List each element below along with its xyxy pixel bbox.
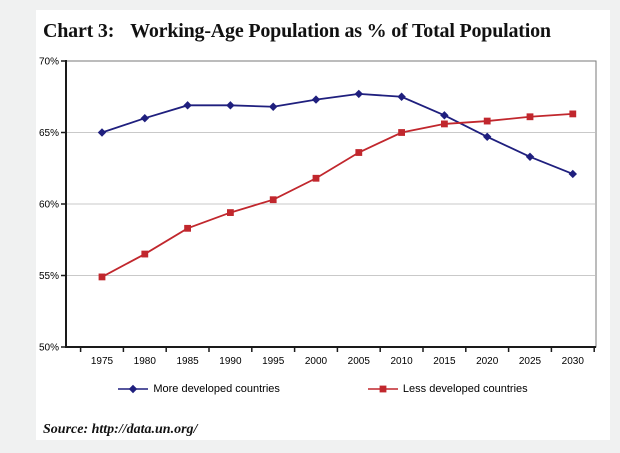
- chart-number-label: Chart 3:: [43, 20, 115, 42]
- legend-label: Less developed countries: [402, 383, 528, 395]
- gridlines: [67, 132, 595, 276]
- svg-text:2010: 2010: [390, 356, 413, 367]
- svg-text:70%: 70%: [39, 57, 59, 68]
- legend-item-less-developed: Less developed countries: [367, 383, 528, 395]
- x-axis-labels: 1975 1980 1985 1990 1995 2000 2005 2010 2015 2020…: [79, 348, 595, 367]
- svg-text:60%: 60%: [39, 200, 59, 211]
- line-square-marker-icon: [367, 385, 398, 393]
- svg-text:65%: 65%: [39, 128, 59, 139]
- chart-legend: More developed countries Less developed …: [36, 383, 610, 395]
- series-less-developed: [98, 110, 577, 281]
- axes: [65, 60, 596, 348]
- svg-text:2025: 2025: [519, 356, 542, 367]
- source-note: Source: http://data.un.org/: [43, 422, 198, 437]
- svg-text:2005: 2005: [348, 356, 371, 367]
- chart-title-text: Working-Age Population as % of Total Pop…: [130, 20, 551, 42]
- svg-text:2030: 2030: [562, 356, 585, 367]
- svg-text:2020: 2020: [476, 356, 499, 367]
- line-diamond-marker-icon: [118, 384, 149, 394]
- y-axis-labels: 50% 55% 60% 65% 70%: [39, 57, 65, 354]
- svg-text:1985: 1985: [176, 356, 199, 367]
- svg-text:1990: 1990: [219, 356, 242, 367]
- chart-card: Chart 3: Working-Age Population as % of T…: [36, 10, 610, 440]
- svg-text:1975: 1975: [91, 356, 114, 367]
- legend-label: More developed countries: [153, 383, 280, 395]
- svg-text:2000: 2000: [305, 356, 328, 367]
- svg-text:50%: 50%: [39, 343, 59, 354]
- legend-item-more-developed: More developed countries: [118, 383, 280, 395]
- chart-canvas: 50% 55% 60% 65% 70% 1975 1980 1985 1990 1995 2000 2…: [39, 57, 597, 367]
- page-title: Chart 3: Working-Age Population as % of T…: [43, 20, 603, 43]
- svg-text:2015: 2015: [433, 356, 456, 367]
- svg-text:1980: 1980: [134, 356, 157, 367]
- svg-text:1995: 1995: [262, 356, 285, 367]
- svg-text:55%: 55%: [39, 271, 59, 282]
